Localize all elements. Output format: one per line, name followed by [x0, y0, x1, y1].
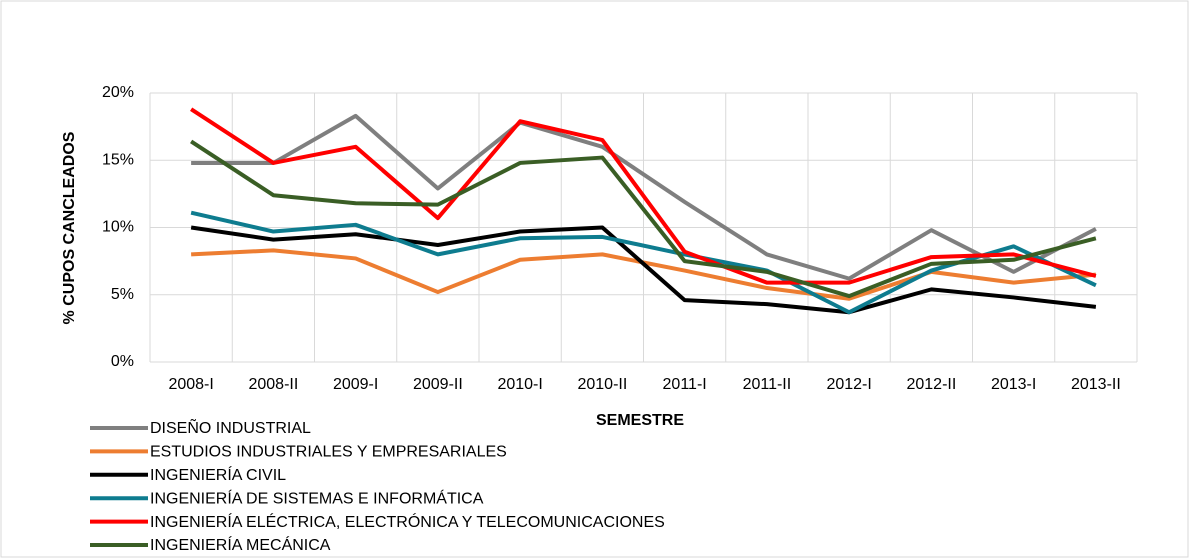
y-tick-label: 15% — [102, 151, 134, 168]
x-tick-label: 2012-II — [906, 376, 956, 393]
series-line — [190, 225, 1097, 315]
y-tick-label: 10% — [102, 219, 134, 236]
x-axis-label: SEMESTRE — [596, 412, 684, 429]
legend-label: INGENIERÍA CIVIL — [150, 465, 286, 484]
series-line — [190, 107, 1097, 285]
legend-label: INGENIERÍA ELÉCTRICA, ELECTRÓNICA Y TELE… — [150, 512, 665, 531]
y-tick-label: 5% — [111, 286, 134, 303]
x-tick-label: 2013-II — [1071, 376, 1121, 393]
x-tick-label: 2013-I — [991, 376, 1036, 393]
x-tick-label: 2009-I — [333, 376, 378, 393]
x-tick-label: 2011-II — [743, 376, 792, 393]
x-tick-label: 2009-II — [413, 376, 463, 393]
legend-label: INGENIERÍA MECÁNICA — [150, 535, 331, 554]
x-tick-label: 2010-I — [497, 376, 542, 393]
x-tick-label: 2008-I — [168, 376, 213, 393]
x-tick-label: 2011-I — [663, 376, 707, 393]
y-tick-label: 20% — [102, 84, 134, 101]
y-axis-label: % CUPOS CANCLEADOS — [61, 131, 78, 324]
series-line — [190, 210, 1097, 315]
legend-label: INGENIERÍA DE SISTEMAS E INFORMÁTICA — [150, 488, 484, 507]
series-line — [191, 113, 1097, 281]
x-tick-label: 2008-II — [248, 376, 298, 393]
x-tick-label: 2012-I — [826, 376, 871, 393]
legend-label: ESTUDIOS INDUSTRIALES Y EMPRESARIALES — [150, 444, 507, 461]
series-line — [190, 139, 1097, 299]
x-tick-label: 2010-II — [577, 376, 627, 393]
legend-label: DISEÑO INDUSTRIAL — [150, 417, 311, 437]
y-tick-label: 0% — [111, 353, 134, 370]
